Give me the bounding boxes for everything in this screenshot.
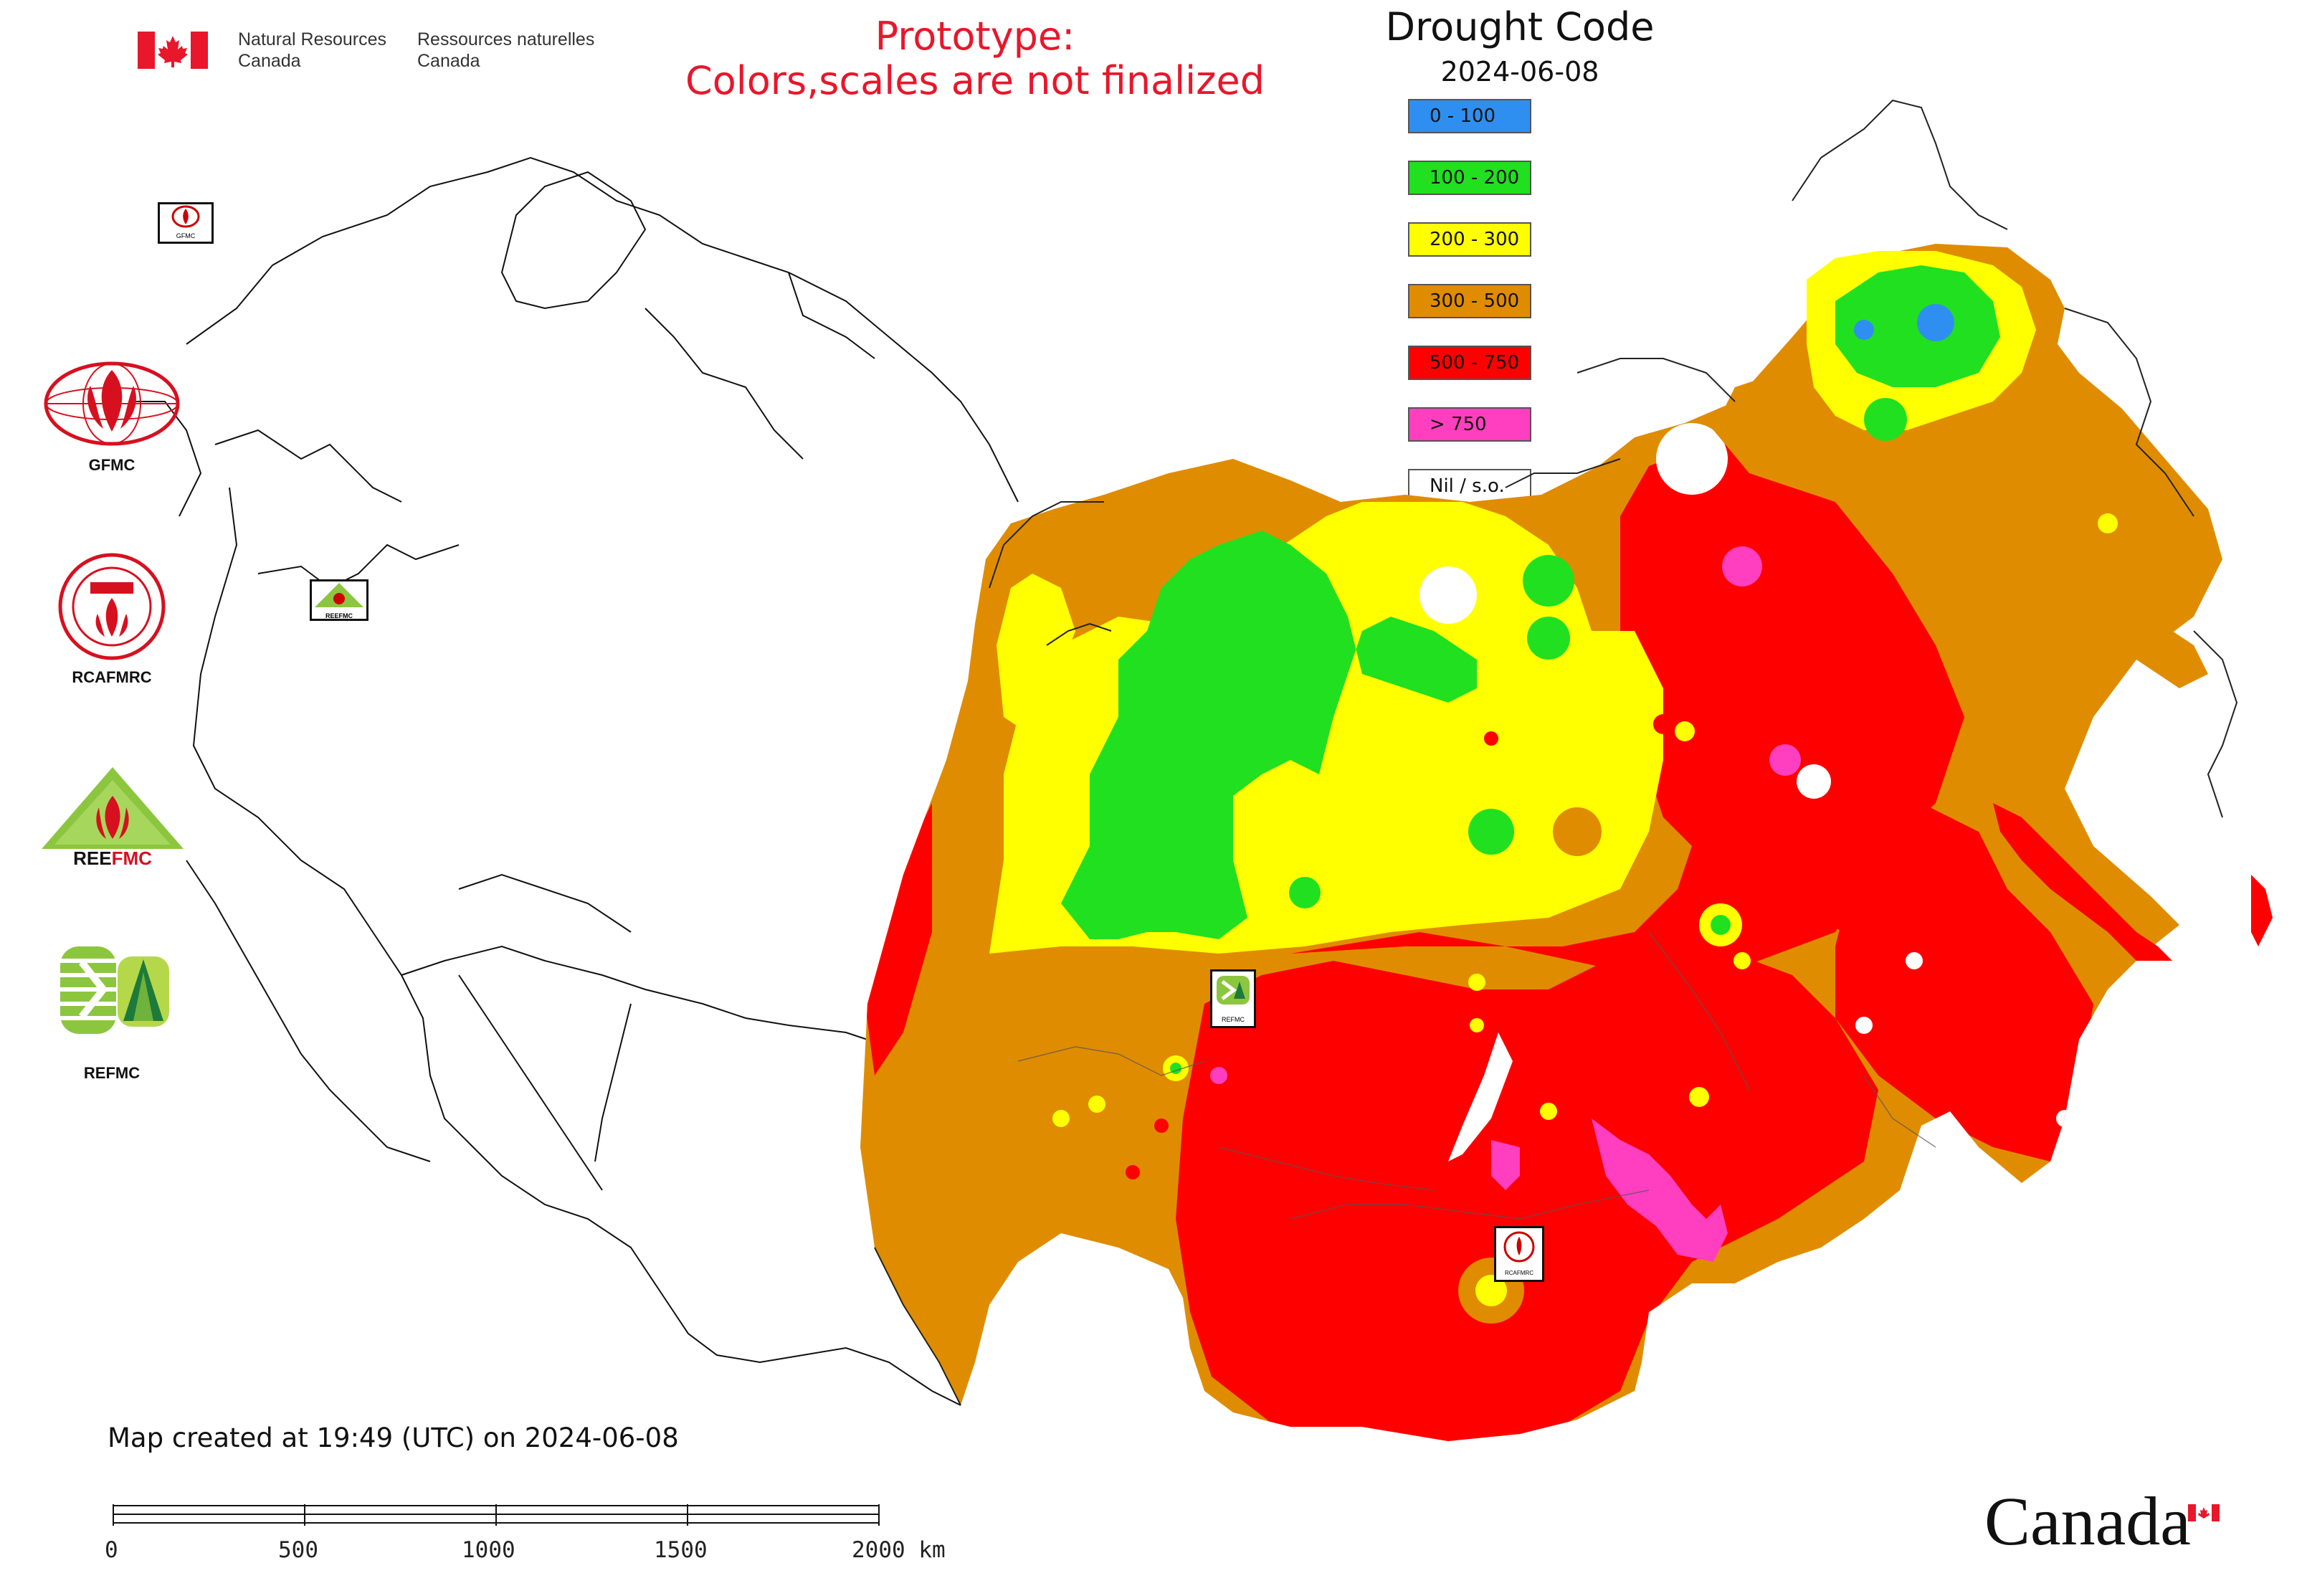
prototype-notice-line2: Colors,scales are not finalized xyxy=(685,58,1265,103)
gfmc-marker-icon xyxy=(171,205,200,228)
map-marker-gfmc-caption: GFMC xyxy=(176,232,196,239)
legend-class-5: > 750 xyxy=(1408,407,1531,442)
reefmc-marker-icon xyxy=(315,583,363,607)
scale-label-500: 500 xyxy=(278,1537,318,1563)
province-borders xyxy=(1017,931,1936,1220)
gfmc-logo-icon xyxy=(40,357,184,450)
rcafmrc-logo-icon xyxy=(57,552,166,661)
legend-class-1: 100 - 200 xyxy=(1408,161,1531,195)
kamchatka-zone xyxy=(1713,251,2273,961)
prototype-notice-line1: Prototype: xyxy=(875,14,1075,59)
map-created-text: Map created at 19:49 (UTC) on 2024-06-08 xyxy=(108,1422,679,1453)
legend-class-6: Nil / s.o. xyxy=(1408,469,1531,503)
reefmc-logo-icon: REEFMC xyxy=(37,764,188,869)
scale-bar xyxy=(113,1504,880,1526)
scale-label-2000: 2000 km xyxy=(852,1537,946,1563)
legend-title: Drought Code xyxy=(1385,4,1655,49)
canada-wordmark: Canada xyxy=(1984,1483,2191,1559)
scale-label-1000: 1000 xyxy=(462,1537,515,1563)
rcafmrc-marker-icon xyxy=(1503,1231,1535,1263)
map-marker-gfmc[interactable]: GFMC xyxy=(158,202,214,244)
rcafmrc-logo-caption: RCAFMRC xyxy=(72,668,152,686)
refmc-marker-icon xyxy=(1217,976,1250,1004)
refmc-logo-icon xyxy=(57,944,172,1037)
org-name-fr-line2: Canada xyxy=(417,51,480,71)
legend-class-0: 0 - 100 xyxy=(1408,99,1531,133)
scale-label-1500: 1500 xyxy=(654,1537,708,1563)
refmc-logo-caption: REFMC xyxy=(83,1064,141,1082)
wordmark-flag-icon xyxy=(2188,1504,2220,1521)
legend-class-4: 500 - 750 xyxy=(1408,346,1531,380)
legend-class-3: 300 - 500 xyxy=(1408,284,1531,318)
map-marker-reefmc[interactable]: REEFMC xyxy=(310,579,368,621)
prototype-notice: Prototype: Colors,scales are not finaliz… xyxy=(645,14,1305,103)
legend-class-2: 200 - 300 xyxy=(1408,222,1531,257)
org-name-fr-line1: Ressources naturelles xyxy=(417,29,595,49)
scale-label-0: 0 xyxy=(105,1537,118,1563)
canada-flag-icon xyxy=(138,32,208,69)
legend-date: 2024-06-08 xyxy=(1440,56,1599,87)
map-marker-rcafmrc-caption: RCAFMRC xyxy=(1505,1270,1533,1276)
org-name-en-line2: Canada xyxy=(238,51,301,71)
map-marker-reefmc-caption: REEFMC xyxy=(325,612,353,619)
map-marker-refmc-caption: REFMC xyxy=(1222,1016,1245,1023)
svg-text:REEFMC: REEFMC xyxy=(73,847,152,869)
map-coastline-outline xyxy=(874,99,2238,1406)
map-marker-rcafmrc[interactable]: RCAFMRC xyxy=(1494,1226,1544,1282)
drought-zones xyxy=(860,244,2222,1441)
map-country-borders xyxy=(129,156,1019,1406)
map-marker-refmc[interactable]: REFMC xyxy=(1210,969,1256,1028)
org-name-en: Natural Resources Canada xyxy=(238,29,386,72)
gfmc-logo-caption: GFMC xyxy=(88,456,135,474)
org-name-en-line1: Natural Resources xyxy=(238,29,387,49)
org-name-fr: Ressources naturelles Canada xyxy=(417,29,594,72)
